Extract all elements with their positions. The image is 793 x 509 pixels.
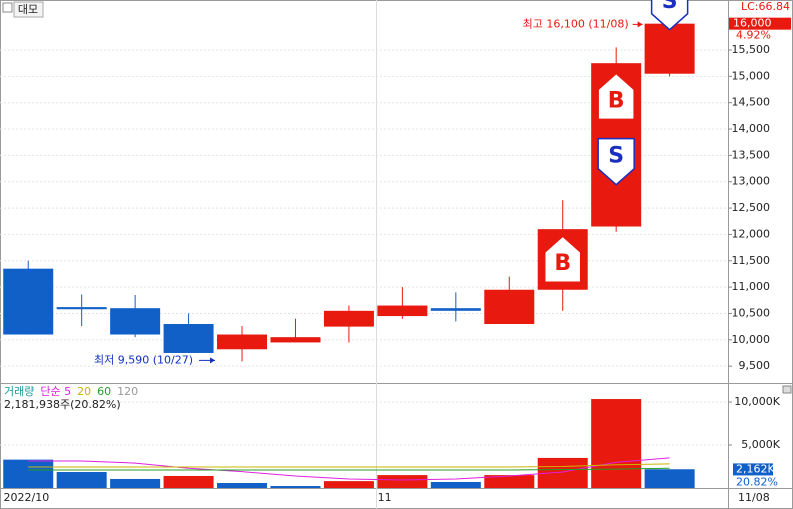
volume-bar <box>377 475 428 488</box>
signal-label: S <box>608 144 624 169</box>
candle-body <box>110 308 161 335</box>
y-tick-label: 12,000 <box>732 227 771 240</box>
moving-average <box>28 457 670 481</box>
signal-marker <box>597 72 635 121</box>
y-tick-label: 13,500 <box>732 148 771 161</box>
y-tick-label: 14,000 <box>732 122 771 135</box>
volume-bar <box>110 478 161 488</box>
signal-marker <box>543 235 582 283</box>
candle-body <box>217 334 268 350</box>
volume-bar <box>270 486 321 488</box>
signal-label: B <box>608 88 625 113</box>
stock-name: 대모 <box>18 3 38 16</box>
candle-body <box>377 305 428 317</box>
volume-bar <box>163 475 214 488</box>
signal-marker <box>650 0 689 31</box>
ratio-label: 20.82% <box>736 475 778 488</box>
volume-bar <box>323 481 374 488</box>
annotation: 최고 16,100 (11/08) <box>523 17 629 30</box>
y-tick-label: 14,500 <box>732 96 771 109</box>
candle-body <box>484 289 535 324</box>
candle-body <box>163 323 214 353</box>
candle-body <box>644 23 695 74</box>
y-tick-label: 10,000K <box>734 395 780 408</box>
moving-average <box>28 463 670 468</box>
y-tick-label: 11,500 <box>732 254 771 267</box>
annotation: 최저 9,590 (10/27) <box>94 353 193 366</box>
y-tick-label: 10,000 <box>732 333 771 346</box>
legend-entry: 단순 5 <box>40 385 71 398</box>
lc-label: LC:66.84 <box>741 0 790 13</box>
last-price-label: 16,000 <box>733 17 772 30</box>
volume-bar <box>56 472 107 488</box>
y-tick-label: 9,500 <box>739 359 771 372</box>
signal-label: S <box>662 0 678 14</box>
legend-entry: 거래량 <box>4 385 34 398</box>
panel-box[interactable] <box>782 385 792 394</box>
candle-body <box>3 268 54 335</box>
last-date-label: 11/08 <box>738 491 770 504</box>
legend-entry: 20 <box>77 385 91 398</box>
candle-body <box>323 310 374 327</box>
volume-bar <box>217 483 268 488</box>
volume-bar <box>644 469 695 488</box>
y-tick-label: 15,000 <box>732 69 771 82</box>
stock-name-box[interactable] <box>13 1 44 18</box>
arrow-head <box>210 357 216 364</box>
y-tick-label: 12,500 <box>732 201 771 214</box>
legend-entry: 120 <box>117 385 138 398</box>
candle-body <box>270 337 321 343</box>
signal-marker <box>597 137 635 186</box>
volume-bar <box>3 459 54 488</box>
moving-average <box>28 467 670 471</box>
last-volume-box <box>733 463 773 476</box>
volume-bar <box>484 475 535 488</box>
x-tick-label: 2022/10 <box>4 491 50 504</box>
volume-info: 2,181,938주(20.82%) <box>4 398 121 411</box>
change-label: 4.92% <box>736 29 771 42</box>
y-tick-label: 13,000 <box>732 175 771 188</box>
legend-entry: 60 <box>97 385 111 398</box>
volume-bar <box>591 399 642 488</box>
signal-label: B <box>554 251 571 276</box>
y-tick-label: 15,500 <box>732 43 771 56</box>
arrow-head <box>637 21 643 28</box>
volume-bar <box>430 481 481 488</box>
x-tick-label: 11 <box>378 491 392 504</box>
panel-box[interactable] <box>2 2 13 13</box>
last-price-box <box>729 17 791 30</box>
candle-body <box>430 308 481 311</box>
y-tick-label: 10,500 <box>732 306 771 319</box>
candle-body <box>56 307 107 310</box>
y-tick-label: 11,000 <box>732 280 771 293</box>
last-volume-label: 2,162K <box>736 462 775 475</box>
y-tick-label: 5,000K <box>741 438 780 451</box>
